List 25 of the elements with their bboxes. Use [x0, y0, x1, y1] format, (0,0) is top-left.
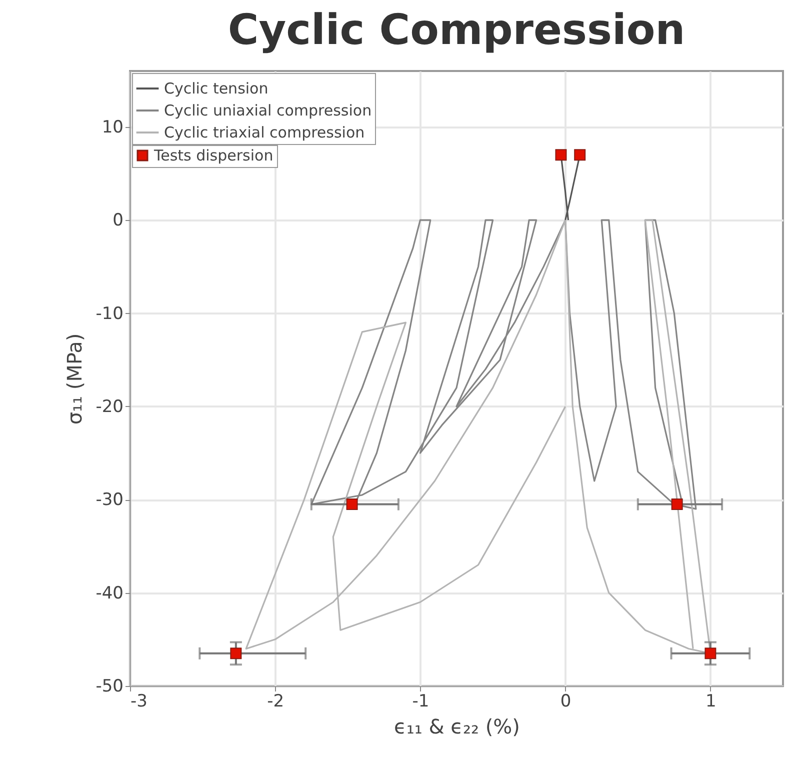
point — [555, 149, 567, 161]
x-tick-label: 0 — [560, 692, 572, 712]
x-tick-label: -3 — [130, 692, 148, 712]
x-tick-label: 1 — [706, 692, 716, 712]
point — [671, 498, 683, 510]
y-tick-label: 0 — [112, 210, 124, 231]
point — [574, 149, 586, 161]
y-axis-title: σ₁₁ (MPa) — [62, 333, 87, 425]
y-tick-label: -30 — [96, 490, 124, 510]
point — [704, 648, 716, 660]
point — [346, 498, 358, 510]
legend-label: Cyclic triaxial compression — [164, 124, 365, 142]
point — [230, 648, 242, 660]
legend-label: Cyclic tension — [164, 80, 268, 98]
y-tick-label: -40 — [96, 583, 124, 604]
x-axis-title: ϵ₁₁ & ϵ₂₂ (%) — [394, 714, 520, 738]
y-tick-label: -10 — [96, 304, 124, 324]
chart-title: Cyclic Compression — [228, 5, 686, 54]
legend-label: Cyclic uniaxial compression — [164, 102, 372, 120]
x-tick-label: -1 — [412, 692, 430, 712]
y-tick-label: -20 — [96, 396, 124, 417]
y-tick-label: -50 — [96, 676, 124, 696]
y-tick-label: 10 — [102, 117, 124, 138]
x-tick-label: -2 — [267, 692, 284, 712]
legend-label: Tests dispersion — [153, 146, 274, 164]
